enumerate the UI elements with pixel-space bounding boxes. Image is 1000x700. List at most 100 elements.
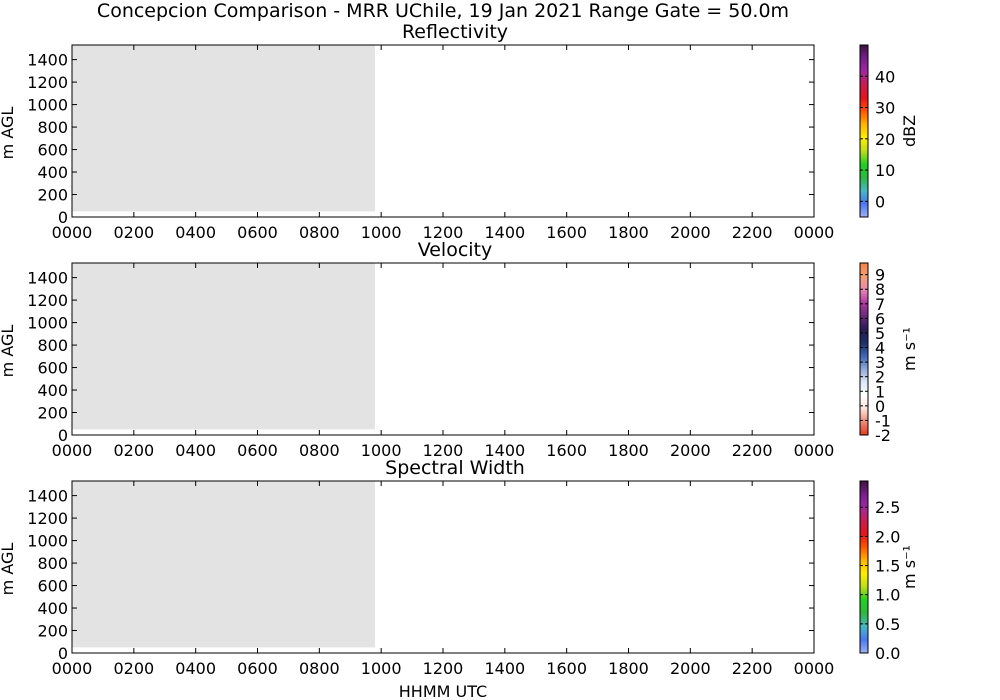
x-tick-label: 1200 (423, 441, 464, 460)
x-tick-label: 0400 (175, 659, 216, 678)
x-tick-label: 0200 (113, 659, 154, 678)
x-tick-label: 0600 (237, 223, 278, 242)
panel-title: Reflectivity (402, 21, 508, 43)
y-tick-label: 400 (37, 163, 68, 182)
x-tick-label: 2200 (732, 223, 773, 242)
x-tick-label: 0200 (113, 223, 154, 242)
y-axis-title: m AGL (0, 543, 17, 596)
x-tick-label: 0000 (794, 441, 835, 460)
colorbar-tick-label: 1 (875, 382, 885, 401)
colorbar-tick-label: 0.5 (875, 615, 900, 634)
colorbar-tick-label: 0 (875, 192, 885, 211)
y-tick-label: 0 (58, 426, 68, 445)
colorbar-tick-label: 40 (875, 67, 895, 86)
x-tick-label: 1600 (546, 659, 587, 678)
x-tick-label: 2000 (670, 223, 711, 242)
colorbar-label: m s⁻¹ (900, 327, 919, 371)
colorbar-tick-label: 4 (875, 339, 885, 358)
colorbar-tick-label: 0.0 (875, 644, 900, 663)
colorbar-tick-label: 6 (875, 309, 885, 328)
y-tick-label: 1000 (27, 314, 68, 333)
colorbar-tick-label: 7 (875, 295, 885, 314)
y-axis-title: m AGL (0, 325, 17, 378)
y-tick-label: 600 (37, 359, 68, 378)
panel-title: Spectral Width (385, 457, 525, 479)
colorbar-label: dBZ (900, 115, 919, 147)
y-tick-label: 600 (37, 577, 68, 596)
y-tick-label: 1400 (27, 269, 68, 288)
colorbar-tick-label: 30 (875, 99, 895, 118)
x-tick-label: 0600 (237, 659, 278, 678)
y-tick-label: 400 (37, 599, 68, 618)
y-tick-label: 0 (58, 644, 68, 663)
y-tick-label: 800 (37, 336, 68, 355)
colorbar (859, 262, 869, 436)
colorbar-tick-label: 1.5 (875, 557, 900, 576)
colorbar (859, 44, 869, 218)
y-tick-label: 1000 (27, 532, 68, 551)
x-tick-label: 0000 (52, 441, 93, 460)
x-tick-label: 1000 (361, 223, 402, 242)
colorbar-tick-label: 2.5 (875, 498, 900, 517)
colorbar-tick-label: 8 (875, 280, 885, 299)
colorbar-tick-label: 3 (875, 353, 885, 372)
colorbar (859, 480, 869, 654)
colorbar-tick-label: 1.0 (875, 586, 900, 605)
x-tick-label: 0400 (175, 441, 216, 460)
y-tick-label: 800 (37, 554, 68, 573)
y-tick-label: 1200 (27, 291, 68, 310)
y-tick-label: 200 (37, 186, 68, 205)
y-tick-label: 1400 (27, 487, 68, 506)
x-tick-label: 1000 (361, 659, 402, 678)
x-tick-label: 0800 (299, 659, 340, 678)
x-tick-label: 0000 (794, 659, 835, 678)
colorbar-tick-label: 0 (875, 397, 885, 416)
y-tick-label: 0 (58, 208, 68, 227)
y-tick-label: 800 (37, 118, 68, 137)
colorbar-tick-label: -1 (875, 411, 891, 430)
y-tick-label: 1400 (27, 51, 68, 70)
colorbar-tick-label: 20 (875, 130, 895, 149)
colorbar-tick-label: 2.0 (875, 527, 900, 546)
y-tick-label: 1000 (27, 96, 68, 115)
x-tick-label: 0200 (113, 441, 154, 460)
x-tick-label: 1000 (361, 441, 402, 460)
colorbar-label: m s⁻¹ (900, 545, 919, 589)
y-tick-label: 400 (37, 381, 68, 400)
data-coverage-area (72, 45, 375, 212)
x-tick-label: 0600 (237, 441, 278, 460)
y-tick-label: 1200 (27, 509, 68, 528)
colorbar-tick-label: 10 (875, 161, 895, 180)
panel-title: Velocity (418, 239, 493, 261)
y-axis-title: m AGL (0, 107, 17, 160)
x-tick-label: 2000 (670, 441, 711, 460)
x-tick-label: 0800 (299, 441, 340, 460)
y-tick-label: 600 (37, 141, 68, 160)
x-tick-label: 1400 (484, 441, 525, 460)
y-tick-label: 1200 (27, 73, 68, 92)
colorbar-tick-label: -2 (875, 426, 891, 445)
x-tick-label: 1200 (423, 223, 464, 242)
y-tick-label: 200 (37, 622, 68, 641)
colorbar-tick-label: 5 (875, 324, 885, 343)
y-tick-label: 200 (37, 404, 68, 423)
x-tick-label: 1600 (546, 223, 587, 242)
x-tick-label: 0000 (794, 223, 835, 242)
data-coverage-area (72, 481, 375, 648)
x-tick-label: 0000 (52, 659, 93, 678)
x-tick-label: 2200 (732, 659, 773, 678)
x-tick-label: 2000 (670, 659, 711, 678)
colorbar-tick-label: 9 (875, 266, 885, 285)
x-axis-label: HHMM UTC (399, 682, 487, 700)
x-tick-label: 1400 (484, 659, 525, 678)
x-tick-label: 1400 (484, 223, 525, 242)
x-tick-label: 1600 (546, 441, 587, 460)
data-coverage-area (72, 263, 375, 430)
x-tick-label: 0400 (175, 223, 216, 242)
x-tick-label: 2200 (732, 441, 773, 460)
x-tick-label: 0800 (299, 223, 340, 242)
figure-title: Concepcion Comparison - MRR UChile, 19 J… (97, 0, 789, 22)
